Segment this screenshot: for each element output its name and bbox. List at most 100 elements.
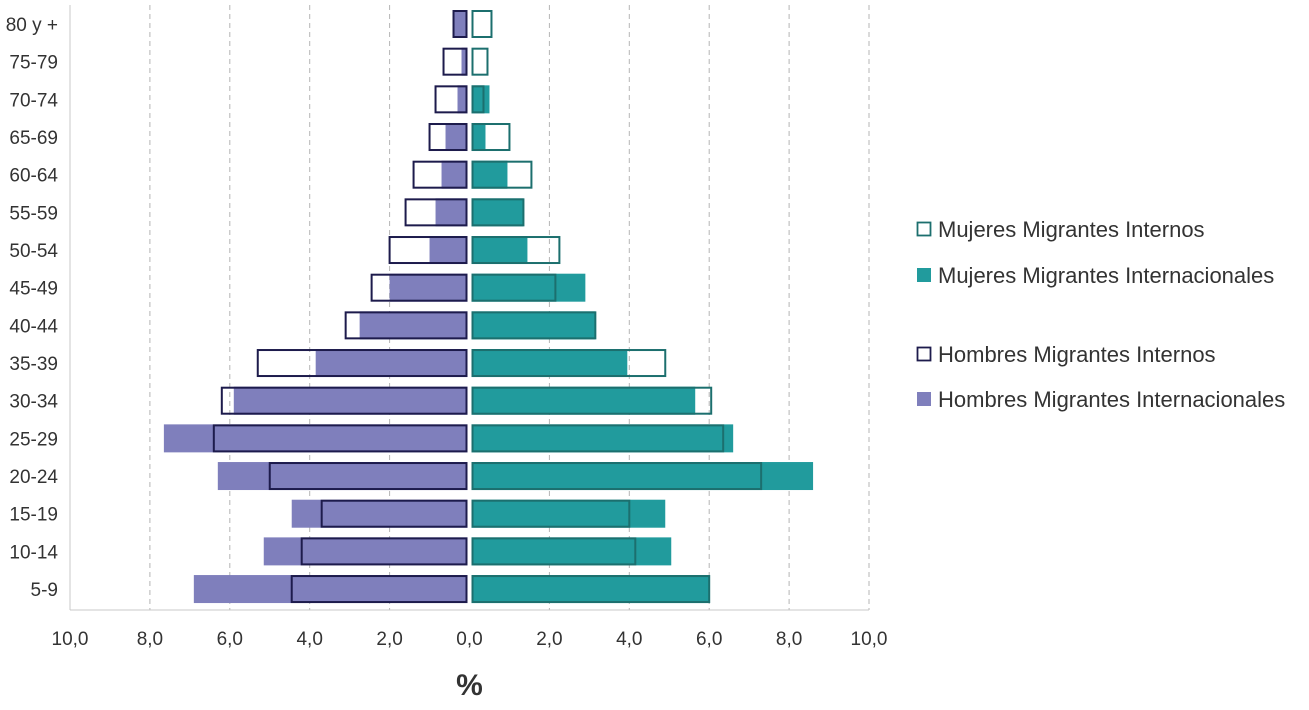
bar-hombres-internos	[300, 537, 468, 566]
bar-hombres-internacionales	[389, 273, 468, 302]
y-tick-label: 5-9	[31, 580, 58, 601]
bar-hombres-internos	[428, 123, 468, 152]
bar-mujeres-internacionales	[471, 273, 586, 302]
bar-mujeres-internos	[471, 85, 485, 114]
bar-mujeres-internos	[471, 575, 711, 604]
y-tick-label: 30-34	[9, 392, 58, 413]
y-tick-label: 20-24	[9, 467, 58, 488]
bar-mujeres-internacionales	[471, 85, 490, 114]
legend-mujeres-internacionales: Mujeres Migrantes Internacionales	[917, 263, 1274, 288]
legend-swatch	[916, 346, 932, 362]
bar-mujeres-internacionales	[471, 311, 596, 340]
bar-mujeres-internacionales	[471, 499, 666, 528]
bar-mujeres-internos	[471, 47, 489, 76]
bar-mujeres-internos	[471, 386, 713, 415]
bar-hombres-internacionales	[461, 47, 468, 76]
bar-hombres-internos	[220, 386, 468, 415]
legend-swatch	[917, 268, 931, 282]
bar-hombres-internos	[412, 160, 468, 189]
bar-hombres-internacionales	[441, 160, 468, 189]
bar-mujeres-internos	[471, 198, 525, 227]
y-tick-label: 10-14	[9, 542, 58, 563]
bar-mujeres-internos	[471, 10, 493, 38]
legend-mujeres-internos: Mujeres Migrantes Internos	[916, 217, 1205, 242]
bar-layer	[163, 10, 814, 604]
bar-mujeres-internos	[471, 311, 597, 340]
bar-hombres-internacionales	[453, 10, 468, 38]
bar-hombres-internacionales	[163, 424, 468, 453]
bar-hombres-internos	[434, 85, 468, 114]
bar-hombres-internos	[256, 349, 468, 378]
bar-mujeres-internos	[471, 236, 561, 265]
bar-mujeres-internacionales	[471, 349, 628, 378]
legend-label: Hombres Migrantes Internacionales	[938, 387, 1285, 412]
y-tick-label: 60-64	[9, 166, 58, 187]
y-tick-label: 55-59	[9, 203, 58, 224]
bar-mujeres-internacionales	[471, 386, 696, 415]
bar-hombres-internacionales	[359, 311, 468, 340]
legend-swatch	[917, 392, 931, 406]
bar-hombres-internacionales	[457, 85, 468, 114]
legend-label: Mujeres Migrantes Internacionales	[938, 263, 1274, 288]
axis-layer: 10,0 8,0 6,0 4,0 2,0 0,0 2,0 4,0 6,0 8,0 10,0% 80 y…	[6, 5, 887, 702]
bar-hombres-internacionales	[217, 462, 468, 491]
legend-hombres-internos: Hombres Migrantes Internos	[916, 342, 1216, 367]
bar-mujeres-internos	[471, 123, 511, 152]
legend-label: Hombres Migrantes Internos	[938, 342, 1216, 367]
bar-mujeres-internacionales	[471, 236, 528, 265]
bar-hombres-internacionales	[291, 499, 468, 528]
y-tick-label: 15-19	[9, 505, 58, 526]
bar-hombres-internos	[290, 575, 468, 604]
y-tick-label: 45-49	[9, 279, 58, 300]
bar-mujeres-internos	[471, 424, 725, 453]
bar-hombres-internacionales	[233, 386, 468, 415]
bar-hombres-internacionales	[193, 575, 468, 604]
bar-hombres-internos	[452, 10, 468, 38]
legend-swatch	[916, 221, 932, 237]
y-tick-label: 75-79	[9, 53, 58, 74]
bar-mujeres-internacionales	[471, 575, 710, 604]
x-tick-label: 0,0	[456, 629, 482, 650]
y-tick-label: 50-54	[9, 241, 58, 262]
x-tick-label: 6,0	[217, 629, 243, 650]
x-tick-label: 10,0	[52, 629, 89, 650]
bar-hombres-internos	[268, 462, 468, 491]
bar-hombres-internacionales	[435, 198, 468, 227]
bar-hombres-internos	[212, 424, 468, 453]
y-tick-label: 65-69	[9, 128, 58, 149]
legend-hombres-internacionales: Hombres Migrantes Internacionales	[917, 387, 1285, 412]
bar-mujeres-internos	[471, 537, 637, 566]
bar-mujeres-internacionales	[471, 160, 508, 189]
y-tick-label: 80 y +	[6, 15, 58, 36]
legend-layer: Mujeres Migrantes Internos Mujeres Migran…	[916, 217, 1285, 412]
bar-hombres-internos	[344, 311, 468, 340]
bar-hombres-internacionales	[429, 236, 468, 265]
bar-hombres-internacionales	[315, 349, 468, 378]
y-tick-label: 35-39	[9, 354, 58, 375]
bar-mujeres-internacionales	[471, 537, 672, 566]
bar-hombres-internos	[442, 47, 468, 76]
grid-layer	[69, 5, 870, 610]
bar-hombres-internos	[388, 236, 468, 265]
bar-hombres-internacionales	[445, 123, 468, 152]
bar-mujeres-internos	[471, 160, 533, 189]
y-tick-label: 25-29	[9, 429, 58, 450]
x-tick-label: 4,0	[296, 629, 322, 650]
x-tick-label: 2,0	[536, 629, 562, 650]
x-tick-label: 8,0	[776, 629, 802, 650]
x-axis-title: %	[456, 669, 483, 702]
legend-label: Mujeres Migrantes Internos	[938, 217, 1205, 242]
bar-hombres-internos	[404, 198, 468, 227]
x-tick-label: 6,0	[696, 629, 722, 650]
x-tick-label: 8,0	[137, 629, 163, 650]
bar-mujeres-internos	[471, 273, 557, 302]
bar-hombres-internos	[370, 273, 468, 302]
bar-hombres-internos	[320, 499, 468, 528]
bar-hombres-internacionales	[263, 537, 468, 566]
bar-mujeres-internacionales	[471, 424, 734, 453]
y-tick-label: 40-44	[9, 316, 58, 337]
x-tick-label: 4,0	[616, 629, 642, 650]
bar-mujeres-internacionales	[471, 123, 486, 152]
y-tick-label: 70-74	[9, 90, 58, 111]
